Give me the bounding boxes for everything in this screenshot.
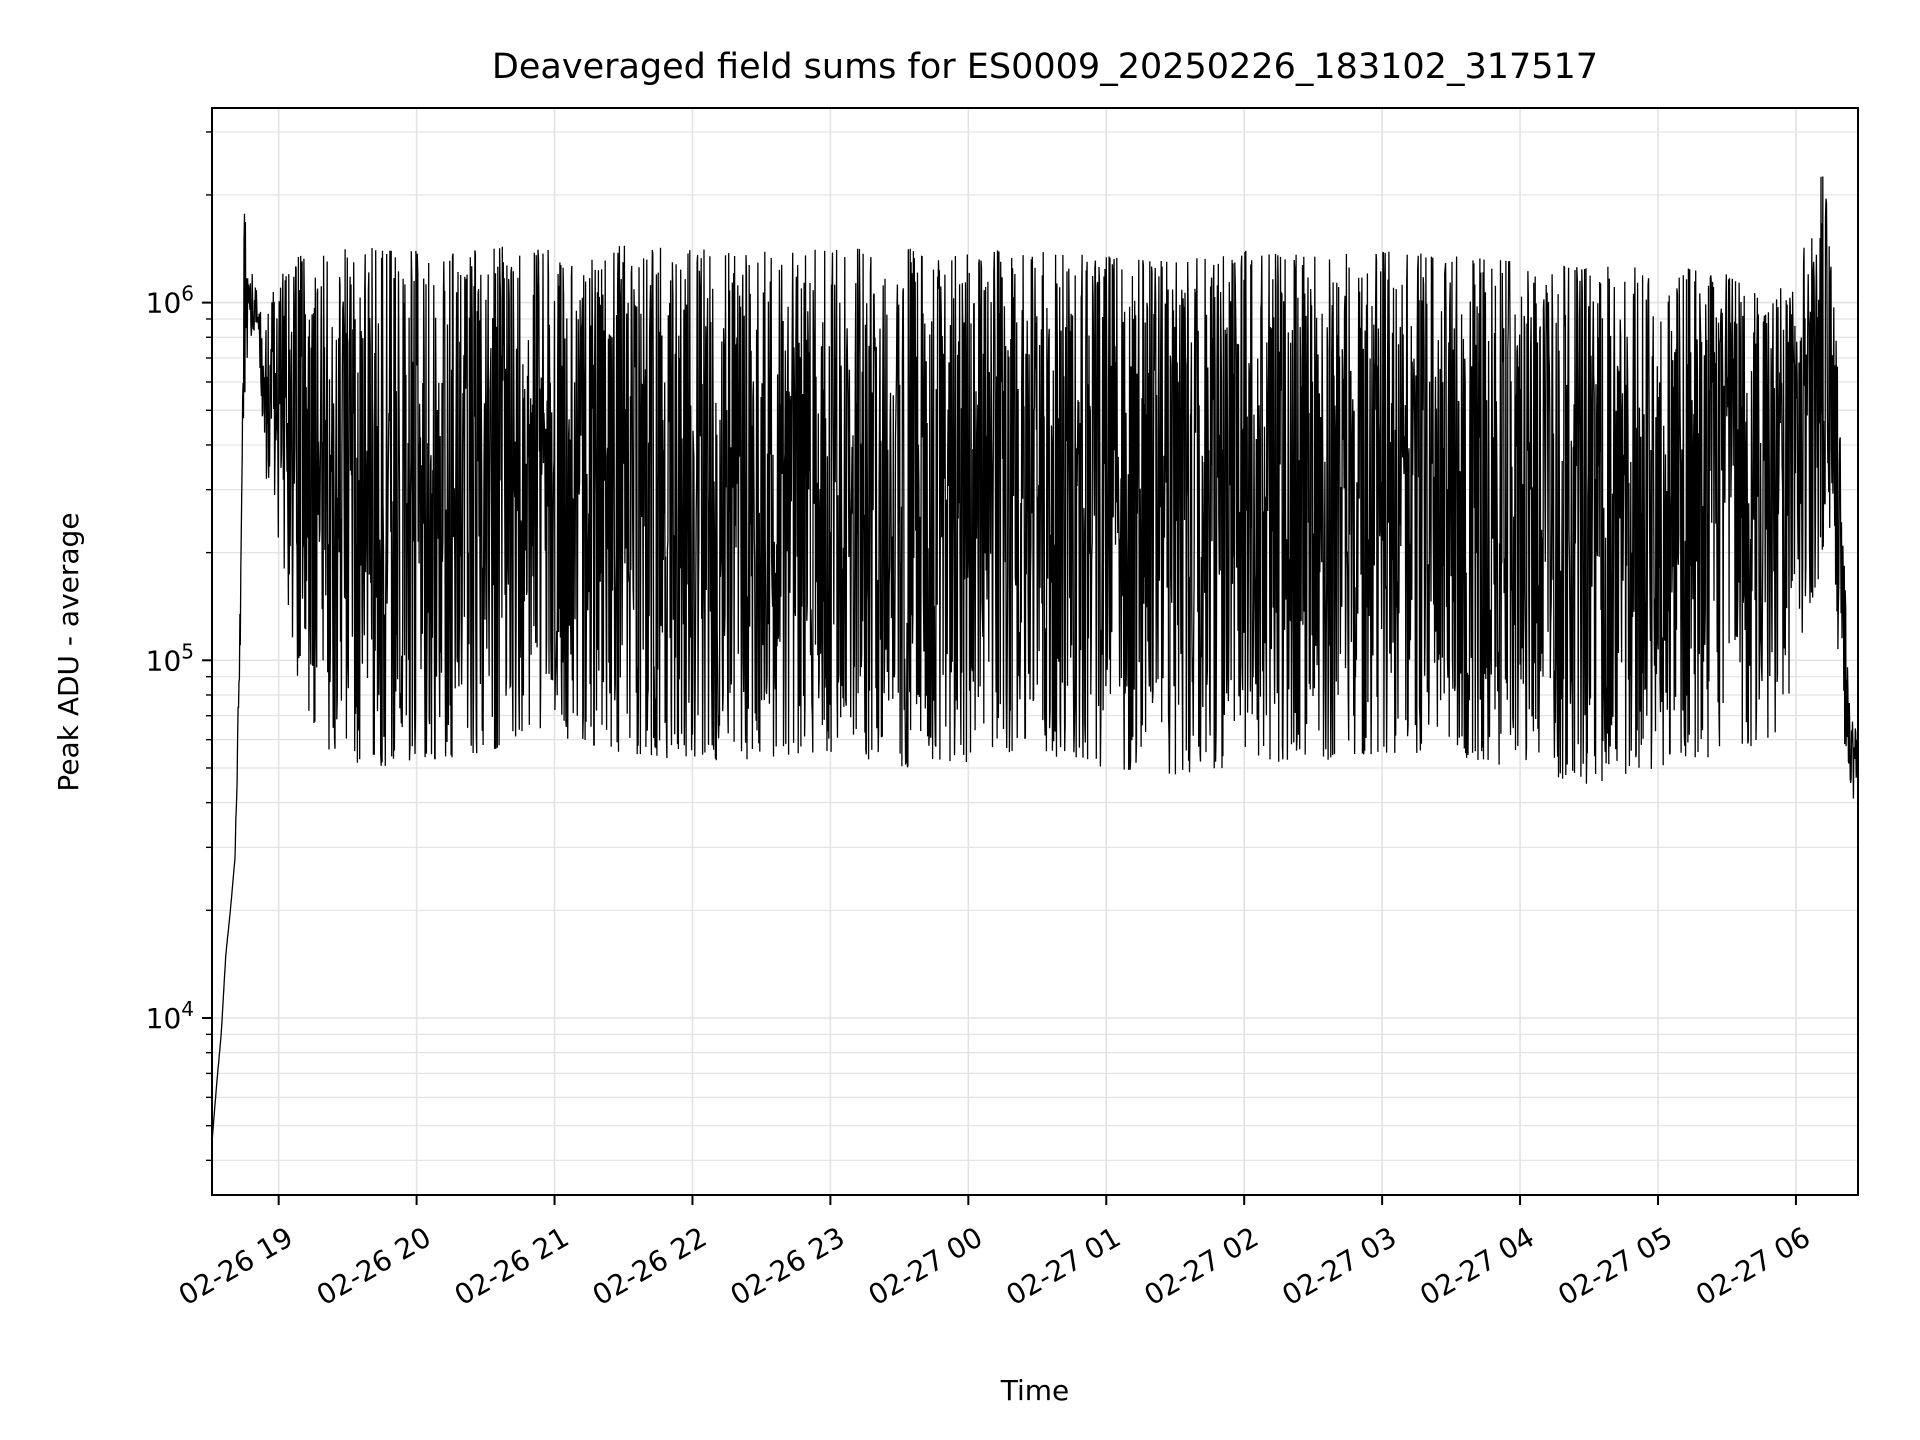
y-tick-label: 104 xyxy=(146,997,194,1035)
y-tick-label: 105 xyxy=(146,639,194,677)
x-tick-label: 02-26 23 xyxy=(725,1220,851,1312)
y-tick-label: 106 xyxy=(146,282,194,320)
data-series-line xyxy=(211,176,1859,1143)
x-tick-label: 02-27 01 xyxy=(1001,1220,1127,1312)
x-tick-label: 02-27 03 xyxy=(1277,1220,1403,1312)
line-layer xyxy=(211,176,1859,1143)
x-axis-ticks: 02-26 19 02-26 20 02-26 21 02-26 22 02-26 23… xyxy=(173,1195,1816,1312)
x-tick-label: 02-27 00 xyxy=(863,1220,989,1312)
x-tick-label: 02-27 06 xyxy=(1690,1220,1816,1312)
x-tick-label: 02-26 19 xyxy=(173,1220,299,1312)
x-tick-label: 02-26 20 xyxy=(311,1220,437,1312)
x-tick-label: 02-27 04 xyxy=(1414,1220,1540,1312)
x-tick-label: 02-26 22 xyxy=(587,1220,713,1312)
chart-title: Deaveraged field sums for ES0009_2025022… xyxy=(492,47,1598,87)
plot-frame xyxy=(211,107,1859,1196)
x-tick-label: 02-26 21 xyxy=(449,1220,575,1312)
x-tick-label: 02-27 02 xyxy=(1139,1220,1265,1312)
y-axis-ticks: 104 105 106 xyxy=(146,131,212,1162)
x-tick-label: 02-27 05 xyxy=(1552,1220,1678,1312)
y-axis-label: Peak ADU - average xyxy=(52,512,85,791)
x-axis-label: Time xyxy=(1000,1374,1070,1407)
